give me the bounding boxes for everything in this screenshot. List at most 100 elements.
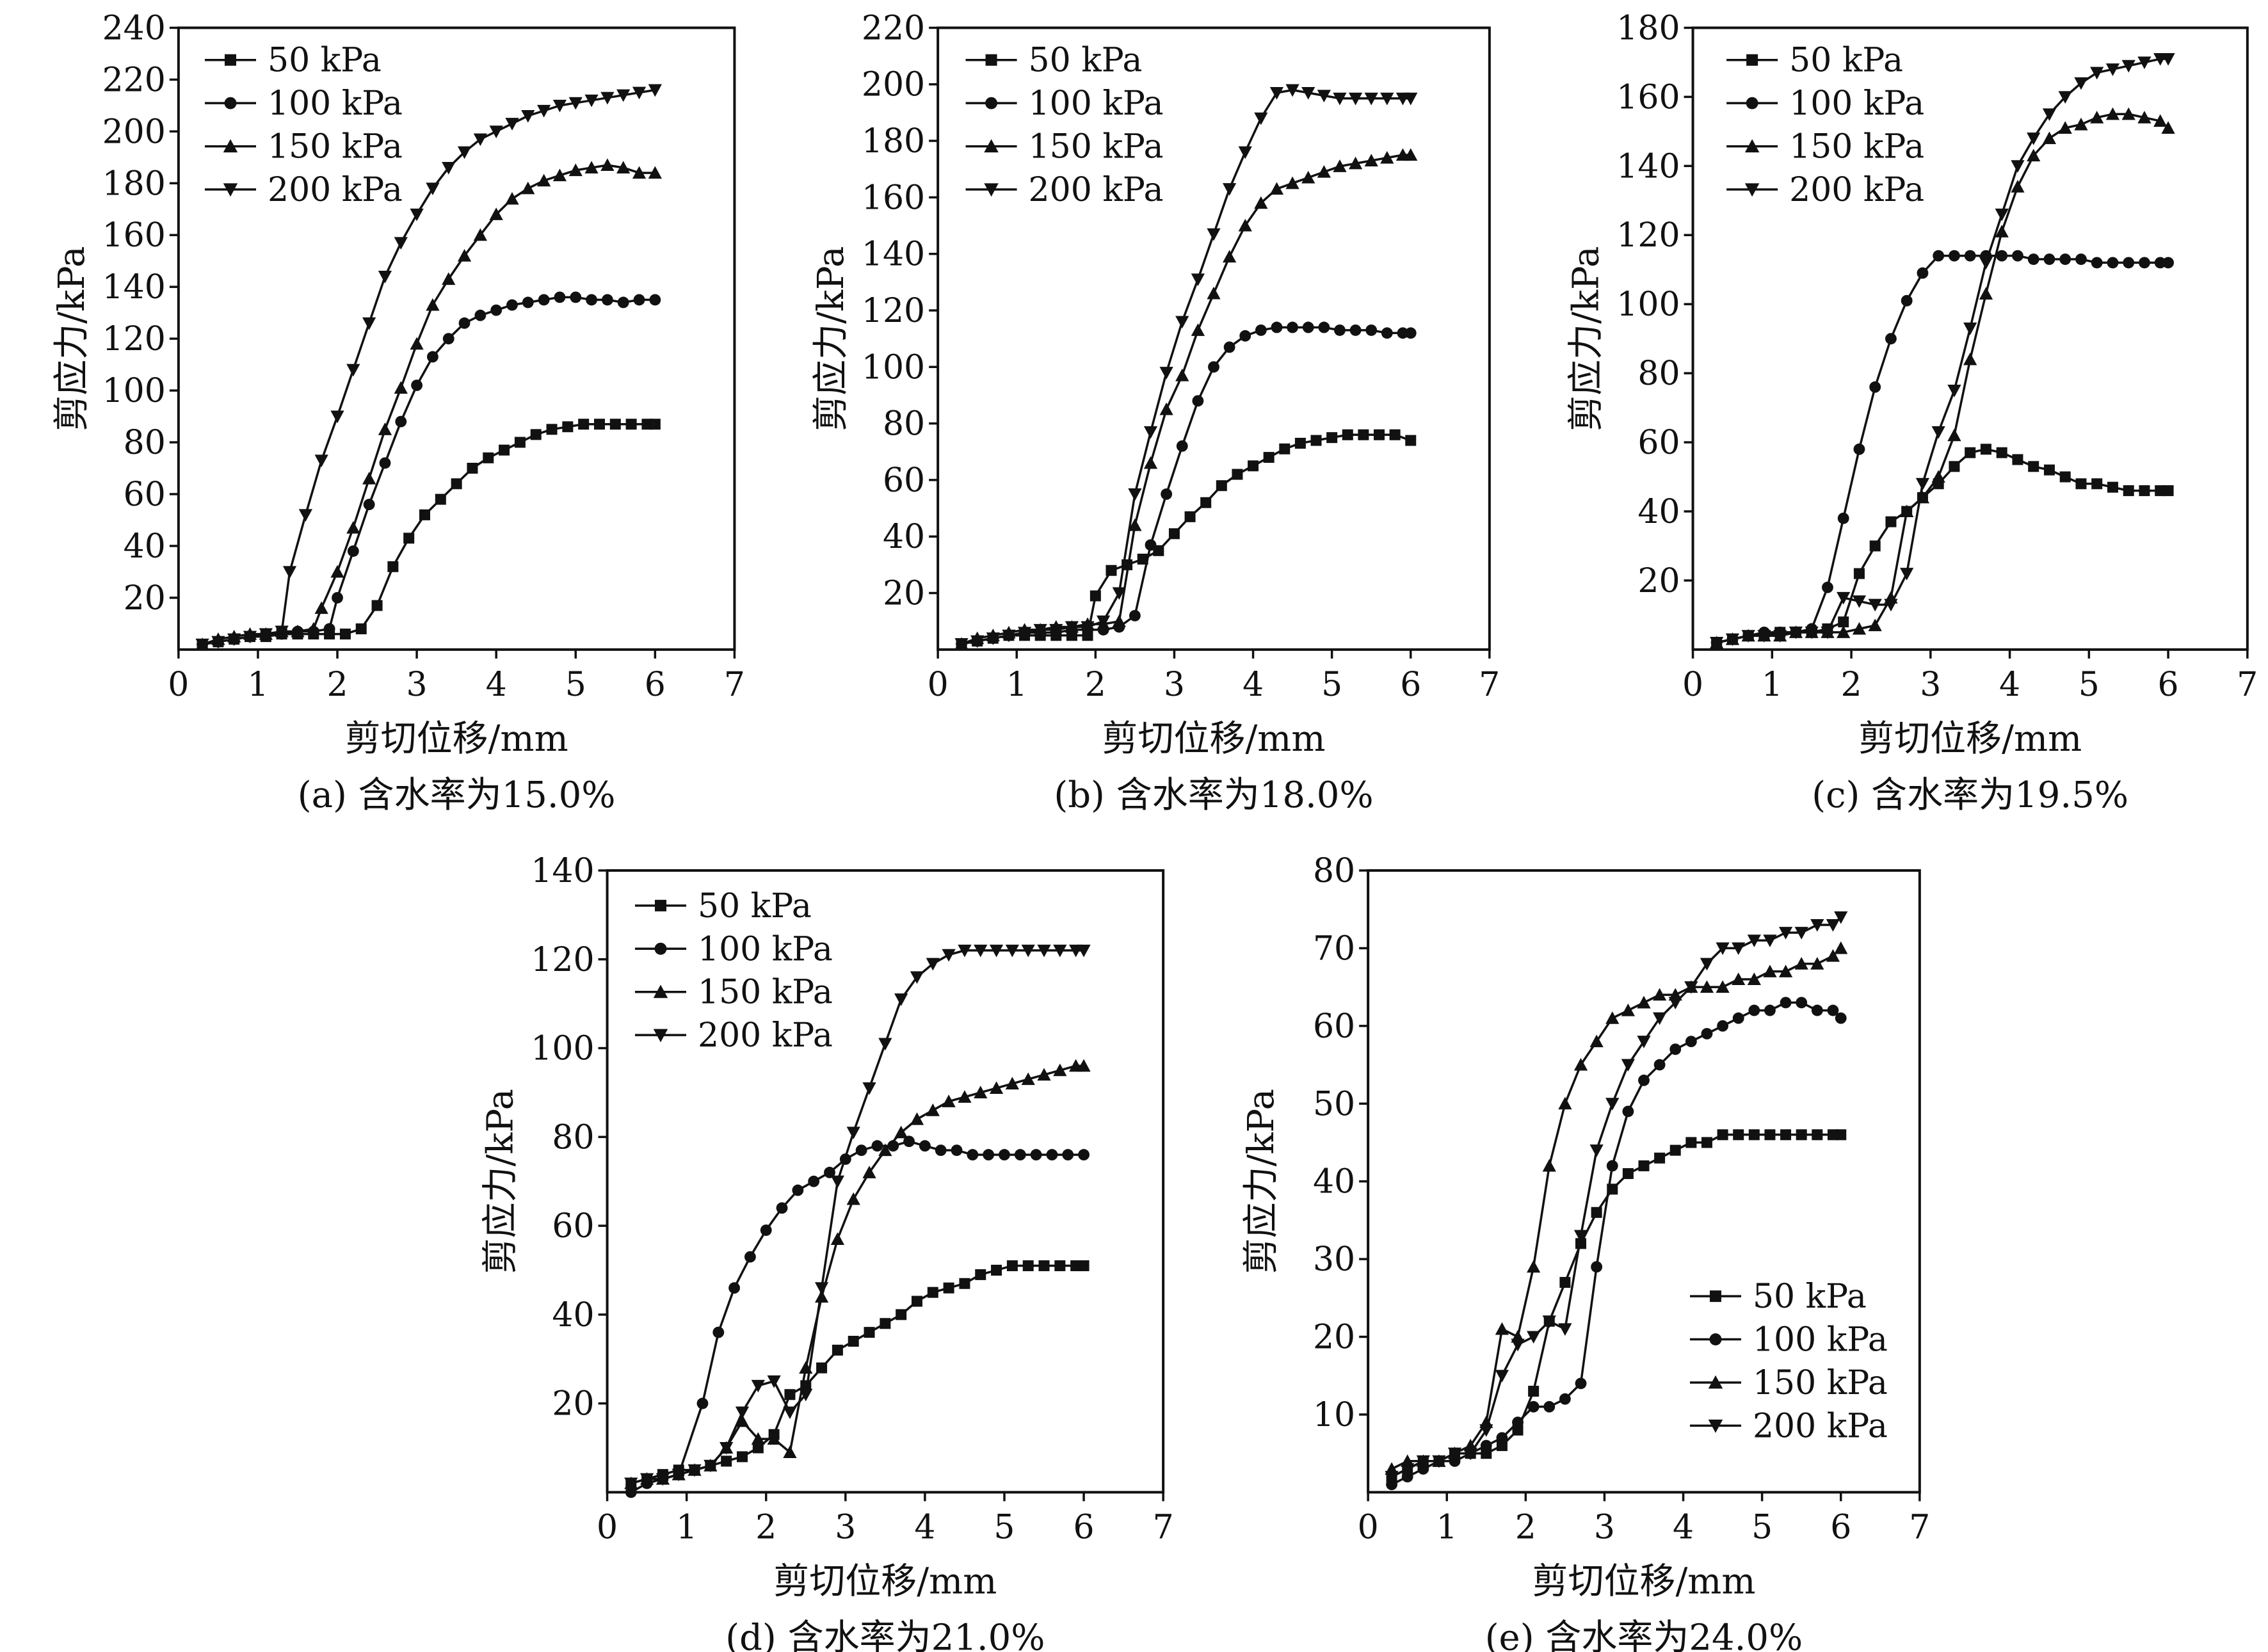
series-200-kpa: [624, 944, 1091, 1491]
legend-marker: [1709, 1290, 1721, 1303]
data-point: [505, 191, 519, 205]
data-point: [514, 437, 526, 448]
data-point: [1397, 327, 1409, 339]
data-point: [1716, 942, 1730, 956]
legend-marker: [224, 54, 236, 66]
data-point: [958, 1090, 972, 1103]
data-point: [2107, 481, 2118, 493]
data-point: [704, 1459, 718, 1473]
data-point: [1078, 1260, 1090, 1272]
series-200-kpa: [195, 84, 662, 652]
data-point: [538, 294, 550, 306]
data-point: [728, 1282, 741, 1294]
data-point: [799, 1388, 813, 1402]
data-point: [2105, 107, 2120, 120]
data-point: [346, 364, 360, 377]
legend-marker: [1746, 54, 1758, 66]
data-point: [942, 949, 956, 962]
y-tick-label: 220: [102, 61, 166, 99]
y-tick-label: 60: [124, 476, 166, 514]
y-tick-label: 20: [1637, 562, 1680, 600]
data-point: [894, 993, 908, 1006]
data-point: [784, 1389, 796, 1400]
data-point: [1416, 1455, 1430, 1468]
x-tick-label: 0: [928, 666, 949, 704]
data-point: [1404, 327, 1417, 339]
data-point: [1021, 944, 1035, 958]
data-point: [1106, 565, 1117, 576]
data-point: [1589, 1144, 1604, 1157]
data-point: [1527, 1260, 1541, 1273]
x-tick-label: 7: [1479, 666, 1500, 704]
y-tick-label: 120: [1616, 216, 1680, 255]
y-axis-title: 剪应力/kPa: [1241, 1089, 1282, 1274]
y-axis-title: 剪应力/kPa: [810, 246, 852, 431]
data-point: [2074, 117, 2088, 131]
data-point: [1741, 630, 1755, 643]
plot-frame: [606, 869, 1165, 1494]
data-point: [720, 1441, 734, 1455]
data-point: [584, 161, 599, 174]
data-point: [1979, 287, 1993, 300]
data-point: [1652, 988, 1667, 1001]
data-point: [776, 1202, 788, 1214]
data-point: [2123, 485, 2134, 497]
data-point: [625, 419, 637, 430]
data-point: [942, 1095, 956, 1107]
data-point: [1389, 429, 1401, 440]
x-tick-label: 2: [1515, 1508, 1536, 1546]
y-tick-label: 40: [552, 1296, 594, 1335]
x-tick-label: 2: [1085, 666, 1106, 704]
data-point: [1542, 1159, 1556, 1172]
data-point: [1527, 1331, 1541, 1344]
data-point: [1128, 488, 1142, 501]
data-point: [1835, 1012, 1847, 1024]
y-tick-label: 100: [862, 348, 925, 387]
data-point: [2090, 67, 2104, 80]
x-tick-label: 2: [755, 1508, 776, 1546]
legend-marker: [653, 984, 668, 998]
data-point: [1685, 1036, 1697, 1048]
y-axis-title: 剪应力/kPa: [51, 246, 93, 431]
data-point: [1995, 208, 2009, 221]
y-tick-label: 200: [102, 113, 166, 151]
data-point: [848, 1335, 859, 1347]
data-point: [1077, 1059, 1091, 1072]
data-point: [1081, 621, 1095, 634]
data-point: [600, 158, 615, 171]
data-point: [1038, 1260, 1050, 1272]
data-point: [1835, 1129, 1847, 1141]
data-point: [243, 630, 257, 644]
data-point: [1810, 957, 1824, 970]
data-point: [2161, 121, 2175, 134]
legend-marker: [223, 139, 238, 153]
data-point: [1963, 322, 1977, 335]
data-point: [1885, 333, 1897, 345]
data-point: [2121, 107, 2135, 120]
data-point: [986, 632, 1000, 645]
data-point: [767, 1432, 781, 1445]
data-point: [1496, 1432, 1508, 1444]
data-point: [1964, 250, 1976, 262]
legend-label: 200 kPa: [698, 1016, 833, 1055]
data-point: [1049, 623, 1063, 637]
data-point: [1254, 112, 1268, 125]
y-tick-label: 160: [102, 216, 166, 255]
data-point: [1358, 429, 1369, 440]
data-point: [584, 94, 599, 108]
data-point: [410, 337, 424, 350]
data-point: [1255, 324, 1267, 336]
data-point: [1621, 1059, 1635, 1072]
data-point: [1128, 518, 1142, 531]
data-point: [911, 1295, 922, 1307]
data-point: [378, 422, 392, 435]
data-point: [1575, 1377, 1587, 1390]
data-point: [1014, 1149, 1026, 1160]
legend-label: 100 kPa: [698, 930, 833, 968]
data-point: [1017, 627, 1032, 639]
data-point: [1002, 629, 1016, 643]
data-point: [195, 638, 209, 652]
x-tick-label: 4: [1673, 1508, 1694, 1546]
data-point: [862, 1082, 876, 1095]
data-point: [1606, 1160, 1618, 1172]
